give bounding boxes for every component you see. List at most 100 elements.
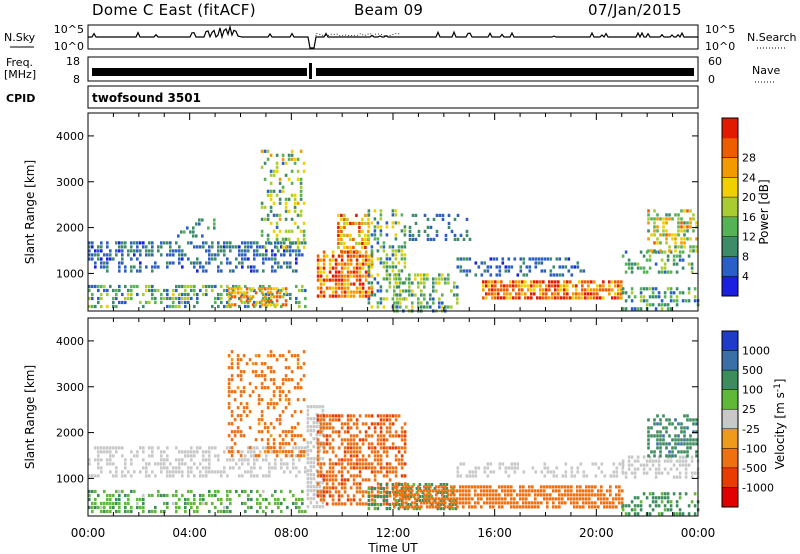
range-cell [268,284,271,289]
range-cell [265,446,268,450]
range-cell [590,288,593,292]
range-cell [226,489,229,494]
range-cell [262,284,265,289]
range-cell [483,485,486,489]
range-cell [653,418,656,422]
range-cell [423,485,426,489]
range-cell [403,257,407,261]
range-cell [287,157,291,161]
range-cell [630,455,634,459]
range-cell [262,446,265,450]
range-cell [693,295,697,299]
range-cell [471,505,474,509]
range-cell [253,249,256,253]
range-cell [316,258,320,262]
range-cell [459,462,463,466]
range-cell [296,169,300,173]
range-cell [334,282,338,286]
range-cell [690,266,694,270]
range-cell [600,493,603,497]
range-cell [639,508,643,512]
range-cell [208,261,211,265]
range-cell [343,466,347,470]
range-cell [543,497,546,501]
range-cell [376,221,380,225]
range-cell [172,288,175,293]
range-cell [642,287,646,291]
range-cell [309,457,313,461]
range-cell [306,413,310,417]
range-cell [136,292,139,297]
range-cell [567,489,570,493]
range-cell [163,450,166,454]
range-cell [441,305,444,309]
range-cell [328,458,332,462]
range-cell [358,274,362,278]
range-cell [671,446,674,450]
range-cell [426,277,429,281]
range-cell [594,493,597,497]
range-cell [480,493,483,497]
range-cell [500,288,503,292]
range-cell [166,501,169,506]
range-cell [394,213,398,217]
range-cell [337,254,341,258]
range-cell [660,299,664,303]
range-cell [106,450,109,454]
range-cell [415,491,419,495]
range-cell [292,458,295,462]
range-cell [211,304,214,309]
range-cell [281,430,285,434]
range-cell [561,474,565,478]
range-cell [663,303,667,307]
range-cell [190,450,193,454]
range-cell [396,489,399,493]
range-cell [352,446,356,450]
range-cell [552,501,555,505]
range-cell [468,497,471,501]
range-cell [269,366,273,370]
range-cell [269,181,273,185]
range-cell [236,287,240,291]
range-cell [358,290,362,294]
range-cell [253,450,256,454]
range-cell [148,249,151,253]
range-cell [269,209,273,213]
range-cell [220,245,223,249]
range-cell [382,418,386,422]
range-cell [438,505,441,509]
nsky-label: N.Sky [4,31,36,44]
range-cell [214,257,217,261]
range-cell [295,249,298,253]
range-cell [379,422,383,426]
range-cell [654,500,658,504]
range-cell [295,454,298,458]
range-cell [391,422,395,426]
range-cell [309,473,313,477]
range-cell [287,390,291,394]
range-cell [400,430,404,434]
range-cell [130,474,133,478]
range-cell [552,474,556,478]
range-cell [588,489,591,493]
range-cell [385,269,389,273]
range-cell [695,237,698,241]
range-cell [94,458,97,462]
range-cell [456,301,459,305]
range-cell [346,250,350,254]
range-cell [498,505,501,509]
range-cell [202,501,205,506]
range-cell [650,233,653,237]
range-cell [220,249,223,253]
range-cell [346,245,349,249]
range-cell [403,233,407,237]
range-cell [689,249,692,253]
range-cell [361,502,365,506]
range-cell [151,493,154,498]
range-cell [230,374,234,378]
range-cell [286,249,289,253]
range-cell [343,286,347,290]
range-cell [263,374,267,378]
range-cell [175,249,178,253]
range-cell [178,462,181,466]
